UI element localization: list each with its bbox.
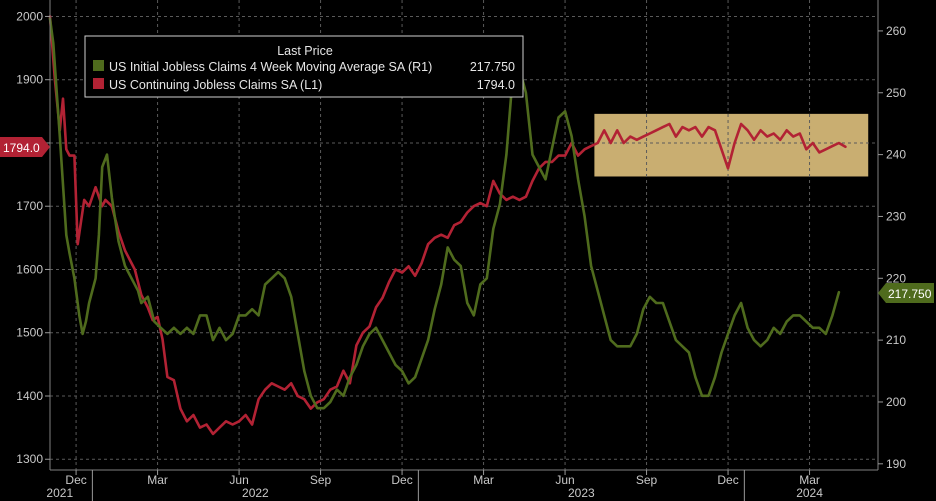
right-tick-label: 200: [886, 395, 906, 409]
x-year-label: 2023: [568, 486, 595, 500]
last-price-left-badge: 1794.0: [0, 137, 50, 157]
highlight-band: [594, 113, 869, 177]
series-line-continuing-claims: [48, 15, 847, 436]
legend-box: [84, 35, 524, 98]
right-tick-label: 250: [886, 86, 906, 100]
x-month-label: Jun: [555, 473, 574, 487]
legend-value-initial: 217.750: [470, 60, 515, 74]
series-line-initial-claims: [48, 17, 841, 410]
x-month-label: Sep: [636, 473, 658, 487]
legend-title: Last Price: [277, 44, 333, 58]
axes: [49, 0, 879, 471]
right-tick-label: 220: [886, 271, 906, 285]
right-axis-ticks: 190 200 210 220 230 240 250 260: [878, 24, 906, 471]
legend-swatch-continuing: [93, 78, 104, 89]
left-tick-label: 1700: [16, 199, 43, 213]
x-month-label: Mar: [147, 473, 168, 487]
x-month-label: Mar: [799, 473, 820, 487]
left-tick-label: 1500: [16, 326, 43, 340]
x-year-label: 2021: [46, 486, 73, 500]
left-tick-label: 1600: [16, 262, 43, 276]
right-tick-label: 230: [886, 209, 906, 223]
right-tick-label: 190: [886, 457, 906, 471]
x-year-label: 2022: [242, 486, 269, 500]
x-month-label: Dec: [717, 473, 738, 487]
x-axis-ticks: Dec Mar Jun Sep Dec Mar Jun Sep Dec Mar 2021 2022 20…: [46, 470, 823, 501]
left-tick-label: 1300: [16, 452, 43, 466]
right-tick-label: 210: [886, 333, 906, 347]
x-month-label: Dec: [391, 473, 412, 487]
legend-value-continuing: 1794.0: [477, 78, 515, 92]
x-month-label: Dec: [65, 473, 86, 487]
left-tick-label: 1900: [16, 73, 43, 87]
series-layer: [48, 15, 847, 436]
last-price-right-badge: 217.750: [878, 283, 934, 303]
right-tick-label: 260: [886, 24, 906, 38]
legend: Last Price US Initial Jobless Claims 4 W…: [84, 35, 524, 98]
legend-swatch-initial: [93, 60, 104, 71]
legend-label-continuing: US Continuing Jobless Claims SA (L1): [109, 78, 322, 92]
last-price-left-shape: [0, 137, 50, 157]
gridlines: [50, 0, 878, 470]
last-price-right-shape: [878, 283, 934, 303]
last-price-left-text: 1794.0: [3, 141, 40, 155]
x-month-label: Jun: [229, 473, 248, 487]
right-tick-label: 240: [886, 148, 906, 162]
x-month-label: Mar: [473, 473, 494, 487]
last-price-right-text: 217.750: [888, 287, 932, 301]
x-month-label: Sep: [310, 473, 332, 487]
left-tick-label: 1400: [16, 389, 43, 403]
x-year-label: 2024: [796, 486, 823, 500]
legend-label-initial: US Initial Jobless Claims 4 Week Moving …: [109, 60, 432, 74]
left-tick-label: 2000: [16, 9, 43, 23]
